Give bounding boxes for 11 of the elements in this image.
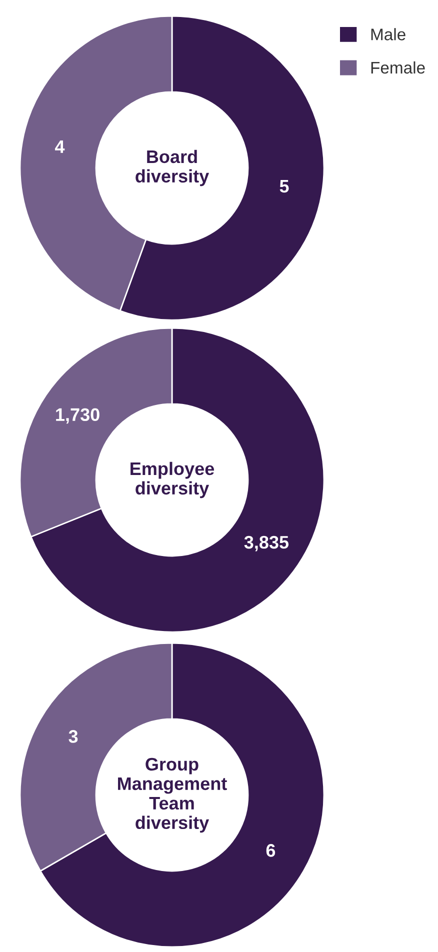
data-label: 6 [266,844,276,857]
data-label: 5 [280,180,289,193]
text: Employee diversity [130,462,214,498]
text: Group Management Team diversity [118,758,227,833]
legend-label: Female [371,61,425,74]
data-label: 3 [68,730,78,743]
text: Board diversity [136,150,210,186]
data-label: 3,835 [244,536,289,552]
data-label: 1,730 [56,408,100,424]
legend-label: Male [371,28,406,40]
data-label: 4 [54,140,65,153]
